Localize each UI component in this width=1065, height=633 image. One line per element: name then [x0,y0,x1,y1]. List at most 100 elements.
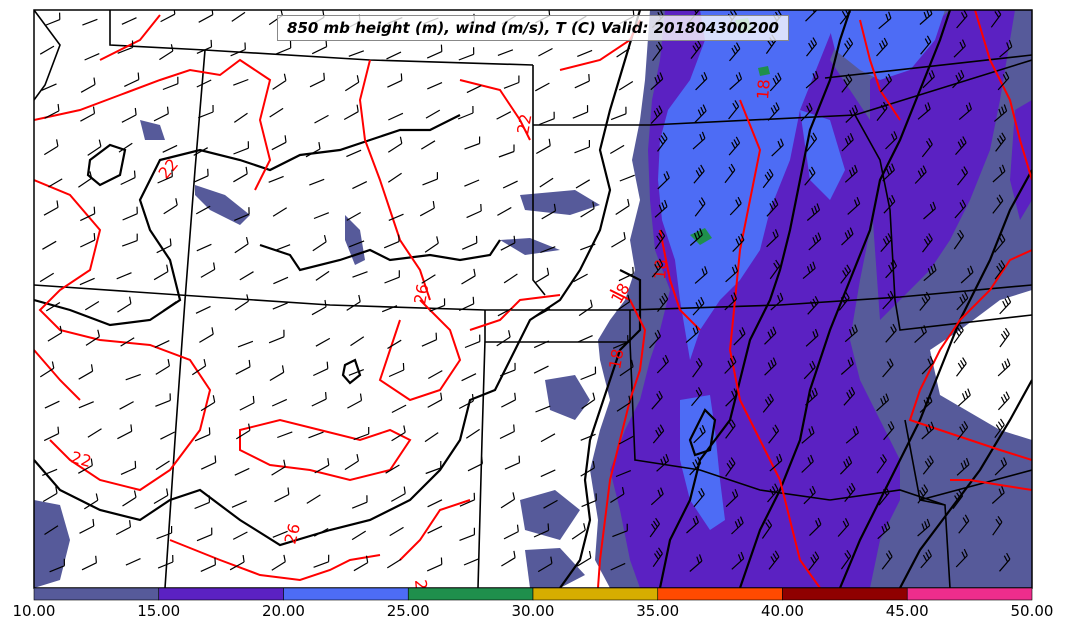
wind-band-10-15-patch [34,500,70,588]
wind-barb [274,244,291,251]
wind-barb [919,394,933,413]
wind-barb [391,425,406,442]
wind-barb [691,387,703,407]
wind-barb [156,238,172,254]
wind-band-10-15-patch [520,190,600,215]
wind-barb [496,330,511,347]
height-contours [34,10,1032,588]
wind-barb [876,393,890,412]
wind-barb [692,357,703,378]
wind-speed-shading [34,10,1032,588]
wind-barb [43,426,60,442]
wind-barb [729,42,741,62]
wind-barb [461,268,476,285]
wind-barb [695,71,708,91]
wind-barb [234,236,249,254]
wind-barb [156,526,173,540]
wind-barb [153,488,169,505]
wind-barb [728,136,741,156]
wind-barb [81,555,97,571]
wind-barb [122,206,138,221]
wind-barb [619,174,635,182]
wind-barb [999,295,1012,315]
wind-barb [841,133,854,152]
wind-barb [347,393,363,409]
wind-barb [348,50,365,57]
wind-barb [44,400,60,409]
wind-barb [997,71,1010,91]
wind-band-20-25-east [825,10,945,80]
wind-barb [536,138,551,155]
wind-barb [615,470,632,478]
wind-barb [883,421,895,441]
wind-barb [159,44,174,61]
wind-barb [43,200,59,216]
wind-barb [572,105,589,119]
wind-barb [503,524,519,540]
wind-barb [995,132,1006,152]
wind-band-10-15-patch [520,490,580,540]
wind-barb [42,240,57,250]
wind-barb [923,201,937,220]
wind-barb [309,72,325,88]
wind-barb [308,431,324,439]
wind-barb [840,264,852,284]
wind-barb [999,552,1011,572]
wind-barb [994,457,1008,476]
wind-barb [197,104,214,119]
wind-barb [612,523,628,538]
wind-barb [504,455,521,470]
wind-barb [768,550,780,570]
wind-barb [273,276,289,285]
wind-barb [574,74,590,89]
wind-barb [44,12,61,27]
wind-barb [728,100,740,120]
wind-barb [805,70,819,89]
wind-barb [42,468,58,476]
wind-barb [85,329,100,346]
wind-barb [574,140,590,154]
wind-barb [616,395,631,412]
colorbar [33,587,1033,601]
colorbar-swatch [532,587,659,601]
wind-barb [802,261,816,280]
wind-barb [838,291,850,311]
wind-barb [348,369,365,376]
wind-barb [230,42,246,57]
colorbar-swatch [158,587,284,601]
wind-barb [990,10,1002,28]
wind-barb [689,228,703,246]
wind-barb [957,420,969,441]
wind-barb [43,139,59,156]
wind-barb [193,168,209,183]
wind-barb [344,75,360,92]
wind-barb [534,267,550,284]
wind-barb [200,455,217,470]
wind-barb [45,301,61,312]
wind-barb [503,273,518,284]
wind-barb [500,235,516,251]
wind-barb [457,105,474,120]
wind-band-10-15-patch [195,185,250,225]
map-title: 850 mb height (m), wind (m/s), T (C) Val… [277,15,789,41]
wind-barb [540,469,556,478]
wind-barb [610,562,626,571]
wind-barb [533,365,549,374]
wind-barb [725,264,739,283]
wind-barb [650,487,664,506]
wind-barb [121,107,137,123]
wind-barb [956,291,969,311]
wind-barb [958,102,972,121]
wind-barb [271,398,288,407]
wind-barb [424,432,439,443]
wind-barb [80,206,96,222]
wind-barb [154,340,170,348]
wind-barb [421,274,436,284]
wind-barb [352,271,368,278]
wind-barb [422,172,438,186]
wind-barb [731,516,744,535]
wind-barb [315,337,331,347]
wind-barb [160,431,175,440]
wind-barb [764,326,777,345]
wind-barb [237,340,254,348]
